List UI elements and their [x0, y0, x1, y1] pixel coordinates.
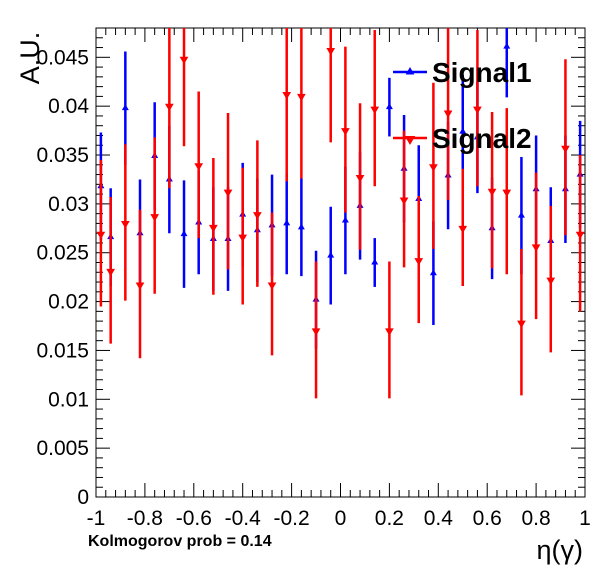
y-tick-label: 0	[77, 486, 89, 509]
data-point	[399, 197, 409, 205]
x-tick-label: -0.2	[274, 507, 310, 530]
data-point	[341, 128, 350, 136]
data-point	[96, 231, 106, 240]
data-point	[429, 164, 438, 172]
legend-marker-signal2	[404, 136, 416, 145]
data-point	[327, 251, 335, 258]
y-tick-label: 0.01	[48, 388, 89, 411]
data-point	[546, 277, 556, 286]
data-point	[120, 220, 130, 229]
data-point	[209, 224, 218, 233]
axis-labels: A.U. η(γ)	[15, 32, 583, 565]
data-point	[180, 230, 188, 237]
y-axis-label: A.U.	[15, 32, 45, 85]
data-point	[194, 163, 204, 171]
data-point	[179, 56, 189, 65]
data-point	[297, 93, 306, 102]
data-point	[459, 127, 467, 134]
data-point	[487, 188, 497, 197]
kolmogorov-annotation: Kolmogorov prob = 0.14	[88, 533, 272, 550]
data-point	[531, 244, 541, 252]
x-tick-label: -0.4	[225, 507, 262, 530]
data-point	[283, 219, 291, 226]
y-tick-label: 0.045	[36, 46, 89, 69]
data-point	[253, 212, 262, 220]
data-point	[297, 223, 305, 230]
data-point	[238, 234, 248, 243]
data-point	[326, 47, 336, 56]
data-point	[341, 216, 349, 223]
x-tick-label: -0.6	[176, 507, 212, 530]
series-signal2	[96, 28, 585, 399]
data-point	[517, 320, 526, 329]
y-tick-label: 0.035	[36, 144, 89, 167]
x-tick-label: 0.6	[473, 507, 502, 530]
x-tick-label: 0	[335, 507, 347, 530]
data-point	[311, 328, 321, 336]
data-point	[267, 282, 277, 290]
data-point	[503, 42, 511, 49]
data-point	[165, 103, 174, 112]
data-point	[502, 189, 512, 198]
y-tick-label: 0.005	[36, 437, 89, 460]
x-tick-label: 0.2	[375, 507, 404, 530]
y-tick-label: 0.025	[36, 242, 89, 265]
y-tick-label: 0.03	[48, 193, 89, 216]
legend-label-signal1: Signal1	[432, 57, 532, 88]
data-point	[355, 175, 365, 183]
data-point	[414, 258, 424, 266]
y-tick-label: 0.02	[48, 291, 89, 314]
x-axis-label: η(γ)	[537, 535, 584, 565]
axes-layer: -1 -0.8 -0.6 -0.4 -0.2 0 0.2 0.4 0.6 0.8 1 0 0.005 0.…	[36, 27, 591, 530]
data-point	[458, 225, 468, 234]
data-point	[135, 282, 145, 290]
data-point	[473, 106, 482, 115]
x-tick-label: 0.8	[521, 507, 550, 530]
data-point	[223, 189, 233, 198]
data-point	[282, 91, 292, 100]
data-point	[429, 269, 437, 276]
data-point	[370, 106, 380, 115]
data-point	[443, 110, 453, 119]
data-point	[385, 328, 394, 336]
data-point	[150, 214, 160, 222]
legend-label-signal2: Signal2	[432, 123, 532, 154]
marks-layer	[96, 28, 585, 399]
data-point	[517, 211, 525, 218]
legend: Signal1 Signal2	[393, 57, 532, 154]
legend-marker-signal1	[405, 67, 415, 75]
x-tick-label: 1	[579, 507, 591, 530]
data-point	[371, 258, 379, 265]
data-point	[121, 104, 129, 111]
x-tick-label: -0.8	[127, 507, 163, 530]
y-tick-label: 0.04	[48, 95, 89, 118]
y-tick-label: 0.015	[36, 339, 89, 362]
data-point	[106, 268, 116, 277]
data-point	[385, 103, 393, 110]
data-point	[561, 145, 570, 154]
x-tick-label: -1	[87, 507, 106, 530]
data-point	[575, 231, 585, 240]
x-tick-label: 0.4	[424, 507, 454, 530]
